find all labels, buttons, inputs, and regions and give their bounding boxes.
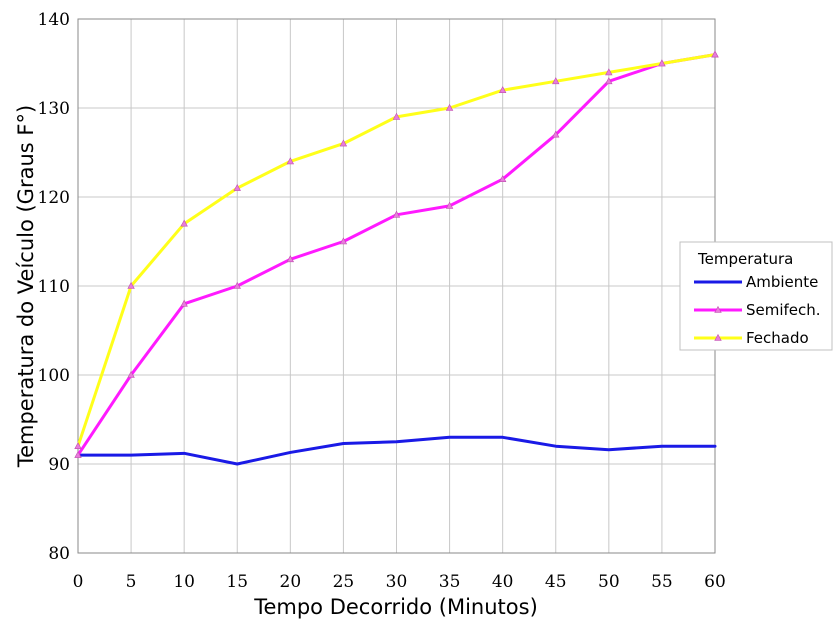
x-tick-label: 20 <box>280 572 302 592</box>
data-point-fechado <box>286 157 295 165</box>
x-tick-label: 35 <box>439 572 461 592</box>
data-point-semifech <box>127 370 135 378</box>
x-axis-title: Tempo Decorrido (Minutos) <box>253 595 538 619</box>
data-point-fechado <box>233 183 241 191</box>
series-layer <box>74 50 719 466</box>
x-tick-label: 15 <box>226 572 248 592</box>
data-point-fechado <box>605 68 613 76</box>
legend-box <box>679 241 833 351</box>
y-tick-label: 140 <box>38 10 70 30</box>
data-point-semifech <box>74 450 82 458</box>
data-point-semifech <box>180 299 188 307</box>
legend: Temperatura Ambiente Semifech. Fechado <box>679 241 833 351</box>
y-axis-title: Temperatura do Veículo (Graus F°) <box>14 105 38 468</box>
x-tick-label: 10 <box>173 572 195 592</box>
x-tick-label: 25 <box>333 572 355 592</box>
x-tick-label: 55 <box>651 572 673 592</box>
data-point-fechado <box>552 77 560 85</box>
x-tick-label: 5 <box>126 572 137 592</box>
x-tick-label: 50 <box>598 572 620 592</box>
data-point-semifech <box>605 77 613 85</box>
data-point-fechado <box>127 281 135 289</box>
data-point-semifech <box>286 255 295 263</box>
data-point-semifech <box>552 130 560 138</box>
legend-label-ambiente: Ambiente <box>746 273 818 291</box>
legend-label-fechado: Fechado <box>746 329 809 347</box>
data-point-semifech <box>339 237 348 245</box>
data-point-semifech <box>445 201 454 209</box>
data-point-fechado <box>180 219 188 227</box>
y-tick-label: 130 <box>38 99 70 119</box>
x-tick-label: 45 <box>545 572 567 592</box>
data-point-fechado <box>498 86 507 93</box>
y-axis-ticks: 80 90 100 110 120 130 140 <box>38 10 70 564</box>
x-tick-label: 60 <box>704 572 726 592</box>
data-point-semifech <box>498 175 507 182</box>
data-point-fechado <box>445 103 454 111</box>
data-point-semifech <box>392 210 401 218</box>
series-line-ambiente <box>76 435 717 466</box>
y-tick-label: 120 <box>38 188 70 208</box>
y-tick-label: 80 <box>48 544 70 564</box>
legend-marker-semifech <box>714 305 722 313</box>
y-tick-label: 90 <box>48 455 70 475</box>
data-point-fechado <box>711 50 719 58</box>
x-tick-label: 40 <box>492 572 514 592</box>
x-tick-label: 0 <box>73 572 84 592</box>
data-point-semifech <box>233 281 241 289</box>
legend-marker-fechado <box>714 333 722 341</box>
legend-label-semifech: Semifech. <box>746 301 821 319</box>
grid <box>78 19 715 553</box>
y-tick-label: 100 <box>38 366 70 386</box>
data-point-fechado <box>658 59 666 67</box>
x-tick-label: 30 <box>386 572 408 592</box>
y-tick-label: 110 <box>38 277 70 297</box>
data-point-fechado <box>74 442 82 449</box>
x-axis-ticks: 0 5 10 15 20 25 30 35 40 45 50 55 60 <box>73 572 726 592</box>
legend-items: Ambiente Semifech. Fechado <box>694 273 821 347</box>
data-point-fechado <box>339 139 348 147</box>
data-point-fechado <box>392 112 401 120</box>
legend-title: Temperatura <box>697 250 793 268</box>
